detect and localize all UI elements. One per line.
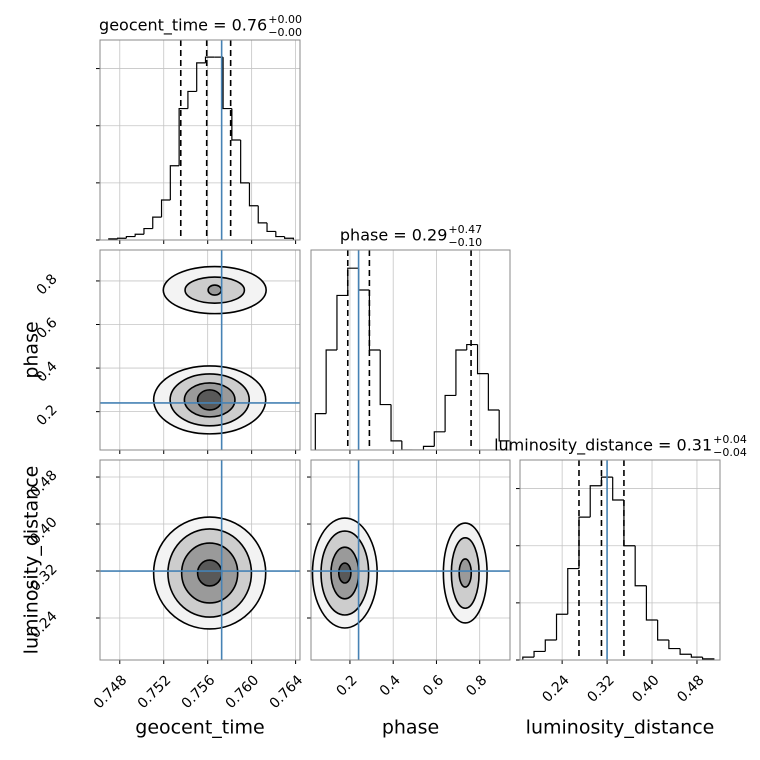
histogram-bin	[679, 648, 692, 655]
y-axis-label: luminosity_distance	[21, 466, 43, 655]
histogram-bin	[222, 57, 232, 110]
histogram-bin	[444, 394, 456, 432]
histogram-bin	[196, 62, 206, 92]
histogram-bin	[231, 108, 241, 141]
panel	[310, 249, 511, 454]
histogram-bin	[336, 294, 348, 350]
x-axis-label: phase	[382, 717, 439, 739]
histogram-bin	[125, 235, 136, 239]
histogram-bin	[390, 404, 402, 442]
histogram-bin	[645, 585, 658, 621]
panel-content	[520, 460, 720, 660]
histogram-bin	[522, 656, 535, 660]
histogram-bin	[143, 227, 153, 235]
histogram-bin	[533, 650, 546, 658]
histogram-bin	[455, 349, 467, 396]
panel-title: luminosity_distance = 0.31	[494, 436, 712, 456]
density-contour	[337, 562, 352, 584]
histogram-bin	[134, 233, 144, 237]
panel-frame	[519, 459, 721, 661]
histogram-bin	[314, 413, 327, 450]
panel	[96, 39, 301, 244]
histogram-bin	[204, 56, 215, 63]
histogram-bin	[690, 654, 703, 658]
histogram-bin	[422, 445, 435, 450]
panel-content	[100, 250, 300, 450]
histogram-bin	[634, 545, 647, 587]
histogram-bin	[433, 431, 446, 447]
panel-frame	[99, 459, 301, 661]
density-contour	[207, 284, 223, 296]
histogram-bin	[487, 373, 500, 411]
histogram-bin	[379, 350, 392, 406]
density-contour	[458, 558, 473, 588]
x-axis-label: geocent_time	[135, 717, 264, 739]
histogram-bin	[240, 140, 250, 184]
histogram-bin	[284, 236, 295, 240]
panel-frame	[310, 249, 511, 451]
panel-content	[100, 460, 300, 660]
title-upper-error: +0.00	[268, 13, 302, 26]
title-upper-error: +0.04	[713, 433, 747, 446]
histogram-bin	[701, 657, 715, 660]
panel-title: phase = 0.29	[340, 226, 447, 245]
histogram-bin	[187, 90, 197, 109]
histogram-bin	[555, 613, 568, 640]
histogram-bin	[325, 349, 337, 414]
histogram-bin	[657, 620, 669, 641]
histogram-bin	[116, 237, 127, 239]
density-contour	[196, 389, 223, 411]
histogram-bin	[589, 485, 602, 518]
panel-frame	[310, 459, 511, 661]
histogram-bin	[612, 477, 624, 501]
histogram-bin	[266, 222, 276, 233]
x-axis-label: luminosity_distance	[526, 717, 715, 739]
histogram-bin	[544, 639, 557, 652]
histogram-bin	[498, 410, 510, 450]
histogram-bin	[476, 344, 489, 375]
panel-content	[100, 40, 300, 240]
histogram-bin	[347, 267, 359, 296]
histogram-bin	[275, 231, 285, 238]
histogram-bin	[567, 567, 579, 615]
histogram-bin	[401, 440, 413, 450]
histogram-bin	[466, 343, 478, 350]
histogram-bin	[169, 165, 180, 200]
histogram-bin	[248, 182, 259, 207]
panel-content	[311, 460, 510, 660]
histogram-bin	[152, 216, 162, 229]
panel-frame	[99, 39, 301, 241]
panel-content	[314, 250, 510, 450]
histogram-bin	[178, 107, 188, 166]
panel-frame	[99, 249, 301, 451]
title-lower-error: −0.10	[448, 236, 482, 249]
histogram-bin	[257, 205, 268, 224]
histogram-bin	[668, 640, 681, 650]
y-axis-label: phase	[21, 321, 43, 378]
histogram-bin	[160, 199, 171, 218]
title-lower-error: −0.04	[713, 446, 747, 459]
title-lower-error: −0.00	[268, 26, 302, 39]
panel-title: geocent_time = 0.76	[99, 16, 267, 36]
density-contour	[196, 559, 223, 587]
title-upper-error: +0.47	[448, 223, 482, 236]
